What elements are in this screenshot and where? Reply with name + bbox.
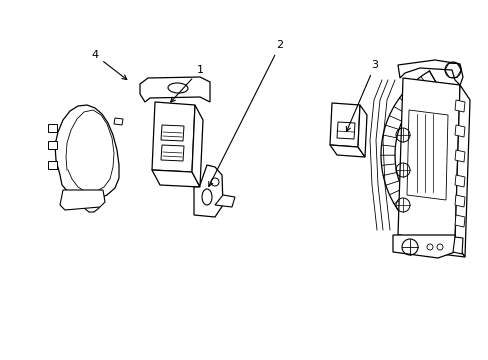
Polygon shape xyxy=(406,110,447,200)
Polygon shape xyxy=(152,102,195,172)
Polygon shape xyxy=(140,77,209,102)
Polygon shape xyxy=(161,145,183,161)
Text: 5: 5 xyxy=(0,359,1,360)
Polygon shape xyxy=(357,105,366,157)
Text: 6: 6 xyxy=(0,359,1,360)
Polygon shape xyxy=(454,175,464,187)
Polygon shape xyxy=(454,150,464,162)
Text: 3: 3 xyxy=(346,60,378,131)
Polygon shape xyxy=(454,195,464,207)
Polygon shape xyxy=(152,170,200,187)
Text: 1: 1 xyxy=(170,65,203,102)
Text: 4: 4 xyxy=(91,50,126,80)
Polygon shape xyxy=(60,190,105,210)
Polygon shape xyxy=(336,122,354,139)
Polygon shape xyxy=(392,235,454,258)
Polygon shape xyxy=(452,237,462,254)
Polygon shape xyxy=(397,78,459,242)
Polygon shape xyxy=(397,235,464,257)
Polygon shape xyxy=(329,103,359,147)
Polygon shape xyxy=(194,165,223,217)
Polygon shape xyxy=(454,215,464,227)
Polygon shape xyxy=(48,141,57,149)
Polygon shape xyxy=(114,118,123,125)
Polygon shape xyxy=(329,145,364,157)
Polygon shape xyxy=(215,195,235,207)
Polygon shape xyxy=(161,125,183,141)
Polygon shape xyxy=(454,125,464,137)
Polygon shape xyxy=(48,124,57,132)
Polygon shape xyxy=(192,105,203,187)
Polygon shape xyxy=(82,200,101,212)
Polygon shape xyxy=(454,100,464,112)
Text: 2: 2 xyxy=(208,40,283,186)
Text: 7: 7 xyxy=(0,359,1,360)
Polygon shape xyxy=(48,161,57,169)
Polygon shape xyxy=(55,105,119,200)
Polygon shape xyxy=(454,85,469,257)
Polygon shape xyxy=(397,60,462,85)
